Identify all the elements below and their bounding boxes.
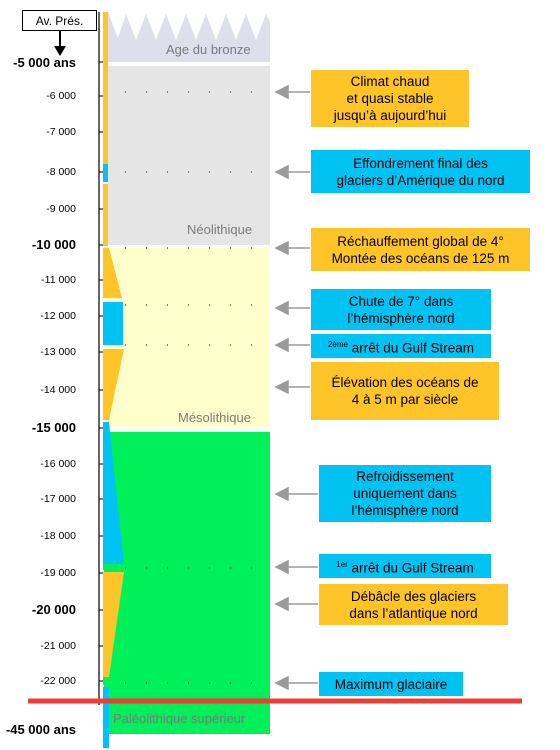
axis-label: -12 000 bbox=[40, 310, 76, 322]
axis-label: -11 000 bbox=[41, 274, 76, 286]
axis-label: -10 000 bbox=[31, 237, 76, 252]
climate-strip-cold bbox=[103, 342, 123, 345]
climate-strip-cold-wedge bbox=[103, 422, 124, 564]
axis-label: -13 000 bbox=[40, 346, 76, 358]
event-box: Réchauffement global de 4° Montée des oc… bbox=[311, 228, 530, 271]
present-reference-label: Av. Prés. bbox=[22, 10, 97, 31]
event-superscript: 2ème bbox=[327, 339, 348, 349]
climate-strip-cold bbox=[103, 302, 123, 342]
event-box-label: arrêt du Gulf Stream bbox=[351, 340, 475, 356]
paleolithic-band bbox=[104, 432, 270, 734]
climate-strip-warm bbox=[103, 184, 108, 246]
period-label-mesolithique: Mésolithique bbox=[178, 410, 251, 425]
event-box: Débâcle des glaciers dans l’atlantique n… bbox=[319, 584, 508, 625]
axis-label-bottom: -45 000 ans bbox=[5, 722, 76, 737]
axis-label: -16 000 bbox=[40, 458, 76, 470]
axis-label: -14 000 bbox=[40, 384, 76, 396]
axis-label: -21 000 bbox=[40, 640, 76, 652]
climate-strip-warm-wedge bbox=[103, 349, 124, 420]
axis-label: -22 000 bbox=[40, 675, 76, 687]
ref-arrow-head bbox=[54, 46, 66, 56]
axis-label: -18 000 bbox=[40, 530, 76, 542]
axis-label: -9 000 bbox=[46, 203, 76, 215]
event-box-text: 2ème arrêt du Gulf Stream bbox=[328, 336, 474, 357]
event-box: 2ème arrêt du Gulf Stream bbox=[311, 334, 491, 358]
event-box-text: 1er arrêt du Gulf Stream bbox=[336, 556, 474, 577]
event-box: Maximum glaciaire bbox=[319, 672, 463, 696]
axis-label: -8 000 bbox=[46, 166, 76, 178]
period-label-bronze: Age du bronze bbox=[166, 42, 251, 57]
axis-label: -5 000 ans bbox=[13, 55, 76, 70]
axis-label: -17 000 bbox=[40, 493, 76, 505]
mesolithic-band bbox=[104, 248, 270, 428]
axis-label: -20 000 bbox=[31, 602, 76, 617]
axis-label: -15 000 bbox=[31, 420, 76, 435]
climate-strip-cold bbox=[103, 687, 109, 748]
event-box: Effondrement final des glaciers d’Amériq… bbox=[311, 150, 530, 193]
connector-arrows bbox=[274, 84, 318, 691]
climate-strip-cold bbox=[103, 164, 108, 182]
climate-strip-green bbox=[103, 564, 125, 570]
event-box: 1er arrêt du Gulf Stream bbox=[319, 554, 491, 578]
climate-strip-green bbox=[103, 677, 111, 685]
axis-label: -6 000 bbox=[46, 90, 76, 102]
axis-label: -19 000 bbox=[40, 567, 76, 579]
event-box: Chute de 7° dans l’hémisphère nord bbox=[311, 289, 491, 330]
bronze-age-zigzag bbox=[108, 12, 270, 40]
period-label-neolithique: Néolithique bbox=[187, 222, 253, 237]
climate-strip-warm bbox=[103, 12, 108, 164]
climate-strip-warm-wedge bbox=[103, 248, 122, 298]
event-box-label: arrêt du Gulf Stream bbox=[351, 560, 474, 576]
event-box: Élévation des océans de 4 à 5 m par sièc… bbox=[311, 362, 499, 420]
period-label-paleolithique: Paléolithique supérieur bbox=[113, 711, 246, 726]
axis-label: -7 000 bbox=[46, 126, 76, 138]
event-superscript: 1er bbox=[336, 559, 348, 569]
axis-ticks bbox=[99, 61, 103, 682]
climate-strip-warm-wedge bbox=[103, 572, 124, 677]
event-box: Refroidissement uniquement dans l’hémisp… bbox=[319, 465, 491, 522]
event-box: Climat chaud et quasi stable jusqu’à auj… bbox=[311, 70, 469, 127]
neolithic-band bbox=[108, 66, 270, 245]
